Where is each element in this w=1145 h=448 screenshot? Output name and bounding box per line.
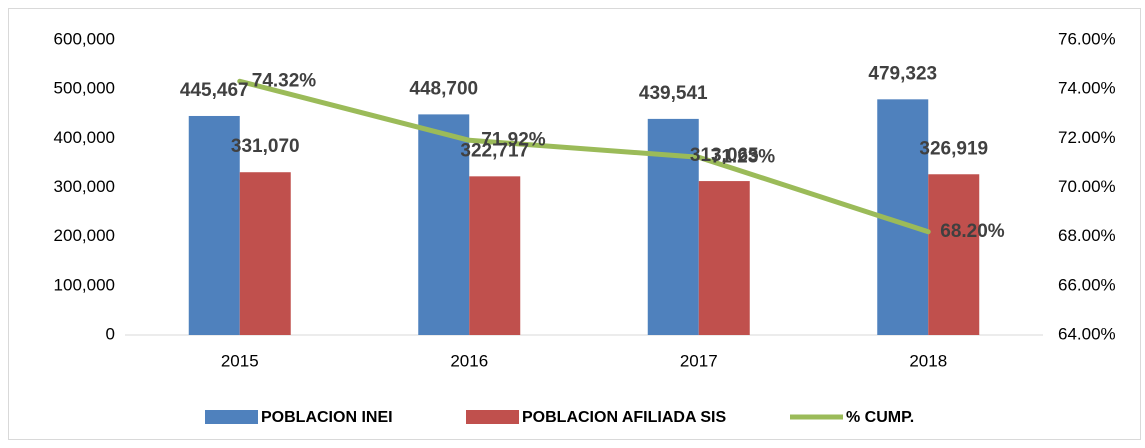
legend-swatch [466,410,519,424]
line [237,78,931,235]
data-label: 331,070 [231,136,300,157]
y2-tick-label: 72.00% [1058,128,1116,147]
bar [188,115,240,335]
data-label: 68.20% [940,221,1005,242]
x-tick-label: 2018 [909,351,947,370]
bar [698,181,750,335]
data-label: 313,065 [690,145,759,166]
y2-tick-label: 64.00% [1058,324,1116,343]
data-label: 326,919 [919,138,988,159]
y-tick-label: 200,000 [54,226,115,245]
data-label: 448,700 [409,78,478,99]
bar [418,114,470,336]
data-label: 439,541 [639,83,708,104]
bar [469,176,521,335]
y2-tick-label: 74.00% [1058,79,1116,98]
data-label: 445,467 [180,80,249,101]
legend-label: POBLACION AFILIADA SIS [522,409,726,426]
y2-tick-label: 66.00% [1058,275,1116,294]
y-tick-label: 0 [106,324,115,343]
x-tick-label: 2016 [450,351,488,370]
legend-swatch [205,410,258,424]
y-tick-label: 400,000 [54,128,115,147]
data-label: 71.23% [711,146,776,167]
y-tick-label: 100,000 [54,275,115,294]
y2-tick-label: 70.00% [1058,177,1116,196]
y-tick-label: 500,000 [54,79,115,98]
x-tick-label: 2017 [680,351,718,370]
data-label: 322,717 [460,140,529,161]
y-tick-label: 600,000 [54,29,115,48]
legend-label: % CUMP. [846,409,914,426]
data-label: 71.92% [481,129,546,150]
y-tick-label: 300,000 [54,177,115,196]
y2-tick-label: 68.00% [1058,226,1116,245]
data-label: 74.32% [252,70,317,91]
y2-tick-label: 76.00% [1058,29,1116,48]
bar [928,174,980,335]
bar [239,172,291,335]
x-tick-label: 2015 [221,351,259,370]
data-label: 479,323 [868,63,937,84]
legend-label: POBLACION INEI [261,409,393,426]
